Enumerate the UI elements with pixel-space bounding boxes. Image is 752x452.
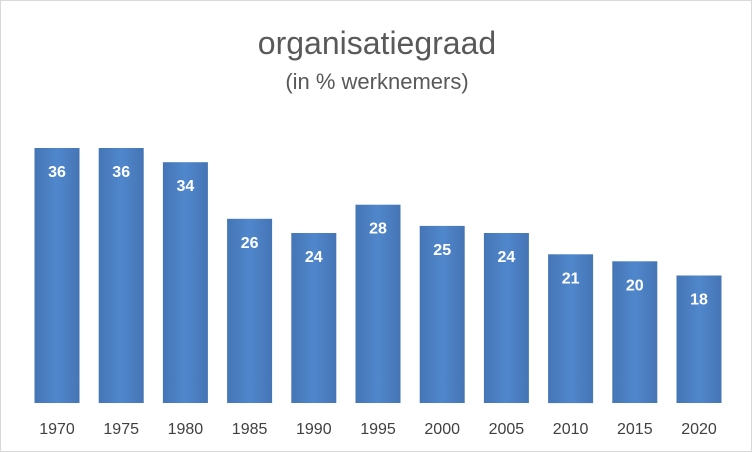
x-tick-label-1995: 1995 bbox=[360, 421, 396, 438]
chart-subtitle: (in % werknemers) bbox=[285, 69, 469, 94]
bar-1995 bbox=[355, 204, 401, 403]
data-label-1975: 36 bbox=[112, 164, 130, 181]
x-tick-label-1980: 1980 bbox=[168, 421, 204, 438]
bar-1970 bbox=[34, 148, 80, 403]
bars-group: 36 36 34 26 24 28 25 24 21 20 18 bbox=[34, 148, 722, 404]
x-tick-label-2010: 2010 bbox=[553, 421, 589, 438]
x-tick-label-1970: 1970 bbox=[39, 421, 75, 438]
bar-2010 bbox=[548, 254, 594, 404]
data-label-1980: 34 bbox=[177, 178, 195, 195]
bar-2005 bbox=[483, 233, 529, 403]
x-tick-label-1990: 1990 bbox=[296, 421, 332, 438]
bar-1990 bbox=[291, 233, 337, 403]
data-label-1985: 26 bbox=[241, 235, 259, 252]
bar-2000 bbox=[419, 225, 465, 403]
x-tick-label-2005: 2005 bbox=[489, 421, 525, 438]
x-axis-ticks: 1970 1975 1980 1985 1990 1995 2000 2005 2010 2015… bbox=[39, 421, 717, 438]
data-label-2005: 24 bbox=[498, 249, 516, 266]
x-tick-label-2000: 2000 bbox=[424, 421, 460, 438]
data-label-1995: 28 bbox=[369, 221, 387, 238]
data-label-1970: 36 bbox=[48, 164, 66, 181]
bar-2015 bbox=[612, 261, 658, 403]
data-label-1990: 24 bbox=[305, 249, 323, 266]
x-tick-label-1985: 1985 bbox=[232, 421, 268, 438]
chart-title: organisatiegraad bbox=[257, 25, 497, 61]
bar-1975 bbox=[98, 148, 144, 403]
data-label-2000: 25 bbox=[433, 242, 451, 259]
x-tick-label-1975: 1975 bbox=[103, 421, 139, 438]
x-tick-label-2020: 2020 bbox=[681, 421, 717, 438]
bar-1985 bbox=[227, 218, 273, 403]
data-label-2020: 18 bbox=[690, 292, 708, 309]
bar-2020 bbox=[676, 275, 722, 403]
bar-1980 bbox=[162, 162, 208, 403]
data-label-2010: 21 bbox=[562, 270, 580, 287]
data-label-2015: 20 bbox=[626, 277, 644, 294]
x-tick-label-2015: 2015 bbox=[617, 421, 653, 438]
